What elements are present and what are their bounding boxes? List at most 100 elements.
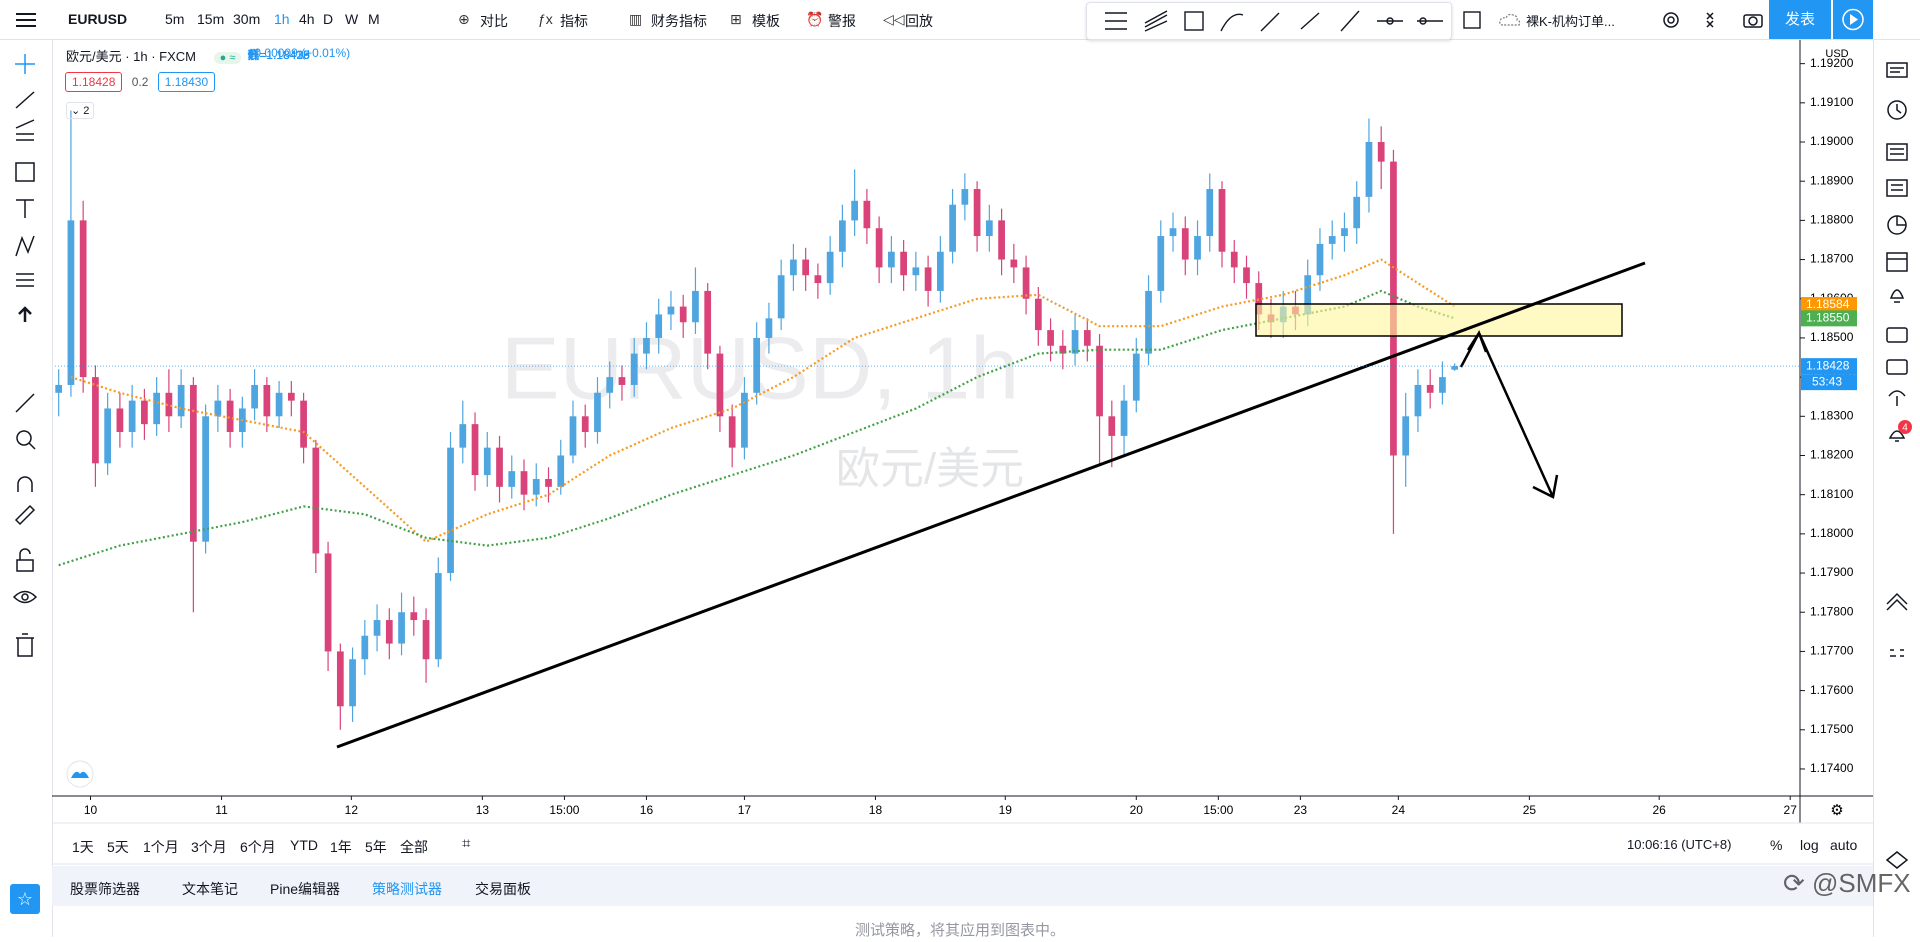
range-button[interactable]: 1年 — [330, 839, 352, 855]
interval[interactable]: M — [368, 11, 380, 27]
star-button[interactable]: ☆ — [10, 884, 40, 914]
compare-date-icon[interactable]: ⌗ — [462, 835, 471, 852]
play-icon[interactable] — [1833, 0, 1873, 39]
button-icon[interactable]: ⊕ — [458, 11, 470, 27]
toolbar-button[interactable]: 回放 — [905, 13, 933, 29]
panel-tab[interactable]: 策略测试器 — [372, 881, 442, 897]
candle-body — [312, 447, 320, 554]
scale-option[interactable]: log — [1800, 837, 1819, 853]
icon-part — [1260, 12, 1280, 32]
range-button[interactable]: 1个月 — [143, 839, 179, 855]
panel-tab[interactable]: 文本笔记 — [182, 881, 238, 897]
button-icon[interactable]: ◁◁ — [883, 11, 905, 27]
toolbar-button[interactable]: 警报 — [828, 13, 856, 29]
x-tick-label: 15:00 — [1203, 803, 1233, 817]
icon-part — [1300, 12, 1320, 30]
candle-body — [1132, 353, 1140, 401]
button-icon[interactable]: ƒx — [538, 11, 553, 27]
scale-option[interactable]: % — [1770, 837, 1783, 853]
y-tick-label: 1.18300 — [1810, 408, 1854, 422]
play-button[interactable] — [1833, 0, 1873, 39]
range-button[interactable]: 5年 — [365, 839, 387, 855]
range-button[interactable]: YTD — [290, 837, 318, 853]
candle-body — [1377, 142, 1385, 162]
brand-text: @SMFX — [1812, 868, 1911, 898]
y-tick-label: 1.19200 — [1810, 56, 1854, 70]
candle-body — [851, 200, 859, 221]
icon-part — [1748, 16, 1758, 26]
candle-body — [67, 220, 75, 385]
candle-body — [410, 612, 418, 621]
interval[interactable]: 5m — [165, 11, 185, 27]
drawing-toolbar — [1086, 2, 1452, 40]
candles — [55, 110, 1459, 730]
icon-part — [1386, 17, 1394, 25]
panel-tab[interactable]: Pine编辑器 — [270, 881, 341, 897]
panel-tab[interactable]: 交易面板 — [475, 881, 531, 897]
x-tick-label: 16 — [640, 803, 654, 817]
layout-name[interactable]: 裸K-机构订单... — [1526, 14, 1615, 29]
candle-body — [790, 259, 797, 276]
settings-icon[interactable]: ⚙ — [1830, 802, 1843, 819]
candle-body — [1255, 283, 1263, 315]
interval[interactable]: D — [323, 11, 334, 27]
scale-option[interactable]: auto — [1830, 837, 1858, 853]
range-button[interactable]: 1天 — [72, 839, 94, 855]
interval[interactable]: 15m — [197, 11, 225, 27]
toolbar-button[interactable]: 财务指标 — [651, 13, 707, 29]
icon-part — [1105, 12, 1127, 30]
countdown-box — [1801, 374, 1857, 391]
button-icon[interactable]: ▥ — [629, 11, 643, 27]
y-tick-label: 1.18100 — [1810, 487, 1854, 501]
icon-part — [12, 54, 38, 657]
top-right-icons[interactable] — [1660, 9, 1780, 31]
candle-body — [949, 204, 956, 252]
indicators-toggle[interactable]: ⌄ 2 — [66, 102, 95, 119]
candle-body — [1181, 228, 1189, 260]
button-icon[interactable]: ⊞ — [730, 11, 742, 27]
menu-icon[interactable] — [14, 10, 38, 30]
range-button[interactable]: 全部 — [400, 839, 428, 855]
panel-tabbar — [52, 866, 1873, 906]
icon-part — [15, 393, 35, 413]
cloud-icon[interactable] — [1498, 10, 1522, 30]
interval[interactable]: W — [345, 11, 359, 27]
range-button[interactable]: 3个月 — [191, 839, 227, 855]
candle-body — [1071, 330, 1079, 354]
candle-body — [1243, 267, 1250, 284]
interval[interactable]: 30m — [233, 11, 261, 27]
panel-tab[interactable]: 股票筛选器 — [70, 881, 140, 897]
candle-body — [459, 424, 467, 448]
toolbar-button[interactable]: 对比 — [480, 13, 508, 29]
icon-part — [15, 91, 35, 109]
candle-body — [483, 447, 491, 476]
ask[interactable]: 1.18430 — [157, 72, 216, 92]
x-tick-label: 26 — [1652, 803, 1666, 817]
candle-body — [998, 220, 1005, 260]
icon-part — [15, 235, 35, 257]
rect-tool[interactable] — [1462, 10, 1482, 30]
toolbar-button[interactable]: 模板 — [752, 13, 780, 29]
price-label-box — [1801, 358, 1857, 375]
interval[interactable]: 1h — [274, 11, 290, 27]
interval[interactable]: 4h — [299, 11, 315, 27]
toolbar-button[interactable]: 指标 — [560, 13, 588, 29]
drawing-tools[interactable] — [1087, 3, 1451, 39]
right-tools[interactable]: 4 — [1874, 40, 1920, 937]
candle-body — [900, 251, 907, 276]
publish-button[interactable]: 发表 — [1769, 0, 1831, 39]
x-tick-label: 17 — [738, 803, 752, 817]
countdown: 53:43 — [1812, 374, 1842, 388]
candle-body — [202, 416, 209, 542]
symbol[interactable]: EURUSD — [68, 11, 128, 27]
button-icon[interactable]: ⏰ — [806, 11, 824, 27]
x-tick-label: 24 — [1392, 803, 1406, 817]
range-button[interactable]: 5天 — [107, 839, 129, 855]
y-tick-label: 1.18500 — [1810, 330, 1854, 344]
icon-part — [15, 162, 35, 182]
range-button[interactable]: 6个月 — [240, 839, 276, 855]
bid[interactable]: 1.18428 — [65, 72, 123, 92]
icon-part — [1184, 11, 1204, 31]
candle-body — [985, 220, 993, 237]
left-tools[interactable] — [0, 40, 52, 937]
